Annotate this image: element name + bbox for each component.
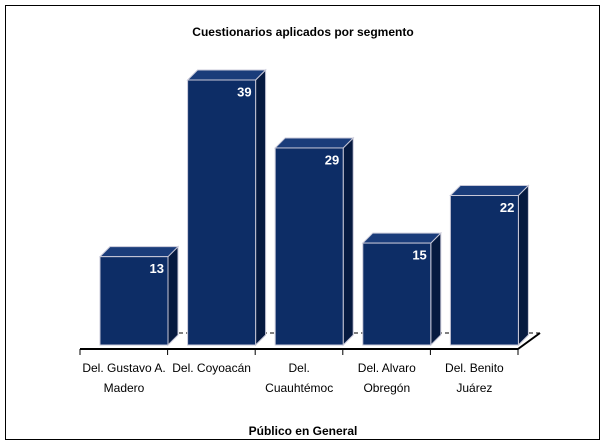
- data-label: 22: [500, 200, 514, 215]
- x-tick-label: Del. Cuauhtémoc: [265, 361, 334, 395]
- bar-top: [449, 185, 530, 197]
- bar-side: [517, 184, 529, 347]
- x-tick-label: Del. Benito Juárez: [445, 361, 504, 395]
- x-tick-label: Del. Coyoacán: [172, 361, 251, 375]
- data-label: 29: [325, 152, 339, 167]
- data-label: 13: [150, 261, 164, 276]
- bar: [449, 195, 519, 346]
- x-tick-label: Del. Gustavo A. Madero: [82, 361, 166, 395]
- floor-edge: [517, 332, 541, 350]
- bar-side: [255, 68, 267, 347]
- bar: [187, 79, 257, 346]
- data-label: 15: [412, 248, 426, 263]
- bar-side: [167, 245, 179, 347]
- bar-top: [361, 232, 443, 244]
- bar: [99, 256, 169, 346]
- x-axis-label: Público en General: [249, 424, 358, 438]
- bar: [362, 242, 432, 346]
- x-tick-label: Del. Alvaro Obregón: [357, 361, 416, 395]
- bar-top: [186, 69, 267, 81]
- bar-top: [98, 246, 180, 258]
- data-label: 39: [237, 84, 251, 99]
- bar-top: [273, 137, 355, 149]
- bar-side: [342, 136, 354, 347]
- bar: [274, 147, 344, 346]
- bar-side: [430, 231, 442, 347]
- chart-title: Cuestionarios aplicados por segmento: [192, 25, 413, 39]
